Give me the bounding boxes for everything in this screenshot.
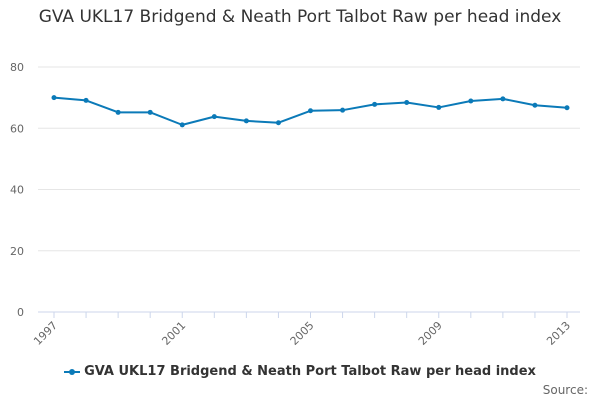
y-tick-label-40: 40 — [10, 184, 24, 197]
y-tick-label-0: 0 — [17, 306, 24, 319]
x-axis: 1997 2001 2005 2009 2013 — [31, 311, 580, 348]
data-point-2012 — [532, 102, 538, 108]
y-tick-label-60: 60 — [10, 122, 24, 135]
data-point-2008 — [404, 100, 410, 106]
chart-title: GVA UKL17 Bridgend & Neath Port Talbot R… — [38, 7, 562, 27]
x-tick-label-1997: 1997 — [31, 319, 60, 348]
data-point-2013 — [564, 105, 570, 111]
data-point-2004 — [275, 120, 281, 126]
data-point-2001 — [179, 122, 185, 128]
x-tick-label-2013: 2013 — [544, 319, 573, 348]
data-point-2006 — [340, 107, 346, 113]
legend[interactable]: GVA UKL17 Bridgend & Neath Port Talbot R… — [0, 364, 600, 379]
legend-marker-icon — [64, 367, 81, 377]
y-tick-label-80: 80 — [10, 61, 24, 74]
data-point-2007 — [372, 101, 378, 107]
legend-label: GVA UKL17 Bridgend & Neath Port Talbot R… — [84, 364, 536, 379]
data-point-2005 — [308, 108, 313, 114]
series-line-group — [51, 95, 570, 128]
source-label: Source: — [542, 383, 588, 397]
y-tick-label-20: 20 — [10, 245, 24, 258]
data-point-2002 — [211, 114, 217, 120]
data-point-1998 — [83, 97, 89, 103]
data-point-2009 — [436, 104, 442, 110]
data-point-1999 — [115, 109, 121, 115]
x-tick-label-2001: 2001 — [159, 319, 188, 348]
data-point-2003 — [243, 118, 249, 124]
data-point-1997 — [51, 95, 57, 101]
y-axis-ticks: 0 20 40 60 80 — [10, 61, 24, 319]
x-tick-label-2009: 2009 — [416, 319, 445, 348]
gridlines — [38, 66, 580, 252]
data-point-2010 — [468, 98, 474, 104]
x-tick-label-2005: 2005 — [288, 319, 317, 348]
data-point-2011 — [500, 96, 506, 102]
data-point-2000 — [147, 109, 153, 115]
